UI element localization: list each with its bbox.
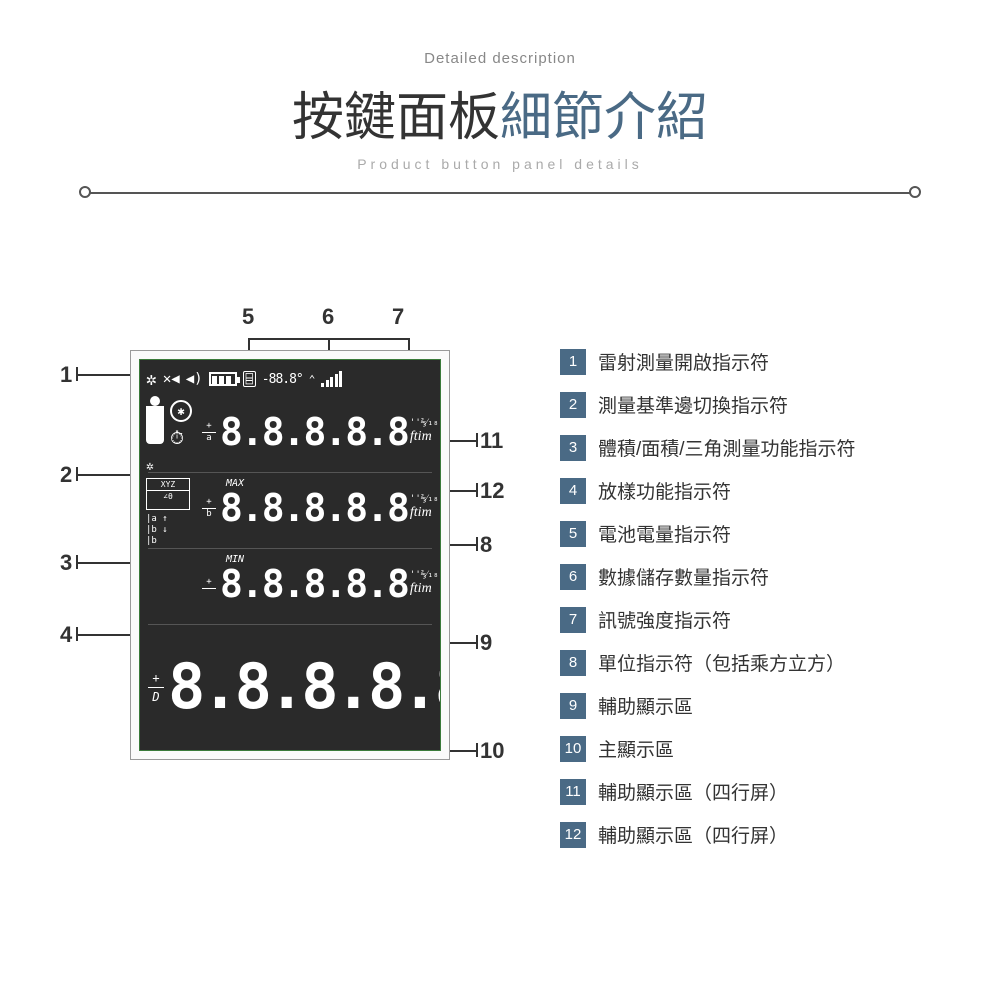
callout-4: 4: [60, 622, 72, 648]
main-reading: + D 8.8.8.8.8 ''¹⁹⁄₁₈ ftim: [148, 632, 434, 742]
header: Detailed description 按鍵面板 細節介紹 Product b…: [0, 0, 1000, 200]
legend-item: 9輔助顯示區: [560, 692, 960, 719]
wifi-icon: ⌃: [309, 373, 316, 386]
mode-box: XYZ ∠θ: [146, 478, 190, 510]
speaker-icon: ◀): [186, 371, 203, 387]
callout-9: 9: [480, 630, 492, 656]
reading-row-3: MIN + 8.8.8.8.8 ''⅔⁄₁₈ ftim: [202, 556, 434, 612]
legend-item: 7訊號強度指示符: [560, 606, 960, 633]
legend-item: 1雷射測量開啟指示符: [560, 348, 960, 375]
header-sub-en: Product button panel details: [0, 156, 1000, 172]
reading-row-2: MAX +b 8.8.8.8.8 ''⅔⁄₁₈ ftim: [202, 480, 434, 536]
legend-item: 2測量基準邊切換指示符: [560, 391, 960, 418]
mini-segment: -88.8°: [262, 372, 303, 387]
divider-rule: [85, 186, 915, 200]
callout-1: 1: [60, 362, 72, 388]
callout-8: 8: [480, 532, 492, 558]
legend-item: 12輔助顯示區（四行屏）: [560, 821, 960, 848]
legend-item: 8單位指示符（包括乘方立方）: [560, 649, 960, 676]
legend-item: 6數據儲存數量指示符: [560, 563, 960, 590]
battery-icon: [209, 372, 237, 386]
lcd-diagram: 5 6 7 1 2 3 4 11 12 8 9: [40, 310, 520, 870]
legend-list: 1雷射測量開啟指示符 2測量基準邊切換指示符 3體積/面積/三角測量功能指示符 …: [560, 310, 960, 870]
legend-item: 10主顯示區: [560, 735, 960, 762]
legend-item: 5電池電量指示符: [560, 520, 960, 547]
callout-5: 5: [242, 304, 254, 330]
stakeout-icon: |a ↑ |b ↓ |b: [146, 514, 202, 546]
mute-icon: ✕◀: [163, 371, 180, 387]
callout-6: 6: [322, 304, 334, 330]
callout-2: 2: [60, 462, 72, 488]
memory-icon: ⌸: [243, 371, 256, 387]
header-subtitle-en: Detailed description: [0, 50, 1000, 67]
reference-icon: [146, 406, 164, 444]
lcd-top-row: ✲ ✕◀ ◀) ⌸ -88.8° ⌃: [146, 366, 434, 392]
timer-icon: ⏱: [170, 428, 192, 449]
callout-10: 10: [480, 738, 504, 764]
lcd-frame: ✲ ✕◀ ◀) ⌸ -88.8° ⌃: [130, 350, 450, 760]
laser-icon: ✲: [146, 369, 157, 390]
legend-item: 3體積/面積/三角測量功能指示符: [560, 434, 960, 461]
callout-7: 7: [392, 304, 404, 330]
reading-row-1: +a 8.8.8.8.8 ''⅔⁄₁₈ ftim: [202, 404, 434, 460]
legend-item: 4放樣功能指示符: [560, 477, 960, 504]
callout-12: 12: [480, 478, 504, 504]
title-dark: 按鍵面板: [292, 75, 500, 150]
signal-icon: [321, 371, 342, 387]
title-accent: 細節介紹: [500, 75, 708, 150]
legend-item: 11輔助顯示區（四行屏）: [560, 778, 960, 805]
bluetooth-icon: ✱: [170, 400, 192, 422]
callout-11: 11: [480, 428, 503, 454]
lcd-screen: ✲ ✕◀ ◀) ⌸ -88.8° ⌃: [139, 359, 441, 751]
callout-3: 3: [60, 550, 72, 576]
